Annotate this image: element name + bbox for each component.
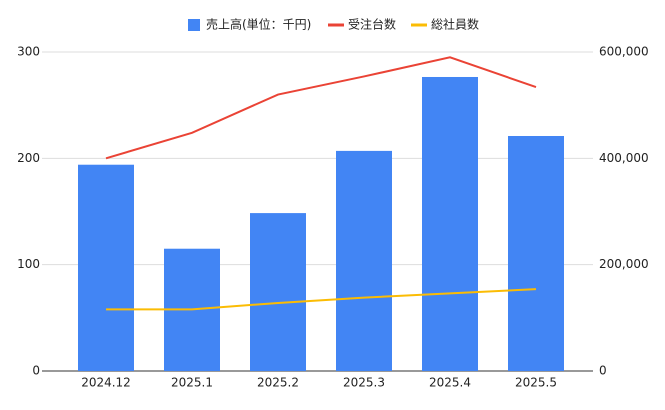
y-tick-label: 0 <box>32 364 40 378</box>
line <box>105 56 537 160</box>
line <box>106 288 537 311</box>
bar <box>336 150 392 371</box>
x-tick-label: 2024.12 <box>81 376 131 390</box>
bar <box>422 76 478 371</box>
legend-swatch <box>188 19 200 31</box>
x-tick-label: 2025.1 <box>171 376 213 390</box>
x-tick-label: 2025.4 <box>429 376 471 390</box>
legend-label: 総社員数 <box>431 17 479 32</box>
x-tick-label: 2025.2 <box>257 376 299 390</box>
y2-tick-label: 200,000 <box>599 257 649 271</box>
legend-label: 受注台数 <box>348 17 396 32</box>
y-tick-label: 300 <box>17 45 40 59</box>
x-tick-label: 2025.5 <box>515 376 557 390</box>
y2-tick-label: 0 <box>599 364 607 378</box>
y-tick-label: 100 <box>17 257 40 271</box>
x-tick-label: 2025.3 <box>343 376 385 390</box>
legend-label: 売上高(単位：千円) <box>206 17 311 32</box>
bar <box>508 136 564 371</box>
bar <box>78 164 134 371</box>
y2-tick-label: 600,000 <box>599 45 649 59</box>
y2-tick-label: 400,000 <box>599 151 649 165</box>
bar <box>250 213 306 371</box>
y-tick-label: 200 <box>17 151 40 165</box>
